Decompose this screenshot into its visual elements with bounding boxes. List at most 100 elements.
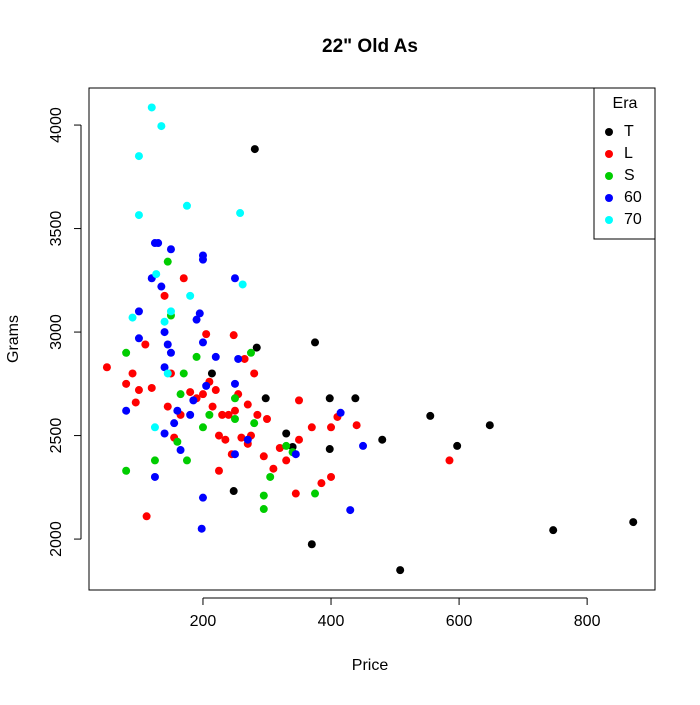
point: [141, 340, 150, 349]
point: [230, 274, 239, 283]
legend-marker: [605, 216, 613, 224]
point: [224, 410, 233, 419]
point: [198, 423, 207, 432]
point: [198, 493, 207, 502]
point: [311, 489, 320, 498]
point: [250, 145, 259, 154]
point: [160, 429, 169, 438]
point: [152, 270, 161, 279]
point: [295, 396, 304, 405]
point: [134, 152, 143, 161]
point: [237, 433, 246, 442]
point: [396, 566, 405, 575]
point: [170, 419, 179, 428]
point: [259, 452, 268, 461]
point: [186, 388, 195, 397]
point: [198, 338, 207, 347]
plot-frame: [88, 87, 656, 591]
point: [261, 394, 270, 403]
point: [150, 423, 159, 432]
point: [485, 421, 494, 430]
legend-label: S: [624, 167, 635, 184]
point: [122, 379, 131, 388]
legend-title: Era: [613, 95, 638, 112]
point: [122, 406, 131, 415]
point: [246, 348, 255, 357]
point: [154, 239, 163, 248]
point: [230, 406, 239, 415]
point: [238, 280, 247, 289]
x-tick-label: 600: [446, 613, 473, 630]
point: [128, 313, 137, 322]
point: [176, 446, 185, 455]
point: [147, 103, 156, 112]
point: [192, 315, 201, 324]
point: [160, 328, 169, 337]
point: [163, 402, 172, 411]
point: [282, 429, 291, 438]
point: [259, 505, 268, 514]
point: [198, 255, 207, 264]
point: [102, 363, 111, 372]
point: [426, 411, 435, 420]
point: [122, 348, 131, 357]
point: [262, 415, 271, 424]
point: [266, 472, 275, 481]
point: [221, 435, 230, 444]
point: [205, 410, 214, 419]
point: [186, 410, 195, 419]
point: [157, 282, 166, 291]
point: [214, 466, 223, 475]
point: [230, 379, 239, 388]
y-tick-label: 2000: [48, 521, 65, 557]
point: [163, 340, 172, 349]
point: [202, 330, 211, 339]
point: [229, 487, 238, 496]
point: [166, 245, 175, 254]
point: [453, 441, 462, 450]
point: [230, 415, 239, 424]
point: [163, 369, 172, 378]
y-tick-label: 3500: [48, 211, 65, 247]
point: [229, 331, 238, 340]
point: [211, 386, 220, 395]
point: [134, 307, 143, 316]
point: [157, 122, 166, 131]
point: [208, 402, 217, 411]
point: [234, 354, 243, 363]
point: [198, 390, 207, 399]
point: [240, 354, 249, 363]
y-axis-label: Grams: [5, 315, 22, 363]
point: [131, 398, 140, 407]
y-tick-label: 3000: [48, 314, 65, 350]
point: [307, 540, 316, 549]
legend-label: T: [624, 123, 634, 140]
point: [195, 309, 204, 318]
point: [197, 524, 206, 533]
point: [176, 390, 185, 399]
point: [445, 456, 454, 465]
point: [230, 394, 239, 403]
point: [179, 369, 188, 378]
point: [317, 479, 326, 488]
point: [160, 291, 169, 300]
point: [250, 419, 259, 428]
point: [291, 489, 300, 498]
point: [346, 506, 355, 515]
point: [336, 408, 345, 417]
point: [253, 410, 262, 419]
point: [236, 209, 245, 218]
point: [359, 441, 368, 450]
point: [163, 257, 172, 266]
x-axis-label: Price: [352, 657, 389, 674]
point: [160, 363, 169, 372]
x-tick-label: 800: [574, 613, 601, 630]
y-tick-label: 4000: [48, 107, 65, 143]
point: [160, 317, 169, 326]
y-tick-label: 2500: [48, 418, 65, 454]
point: [182, 201, 191, 210]
x-tick-label: 400: [318, 613, 345, 630]
point: [629, 518, 638, 527]
point: [134, 211, 143, 220]
